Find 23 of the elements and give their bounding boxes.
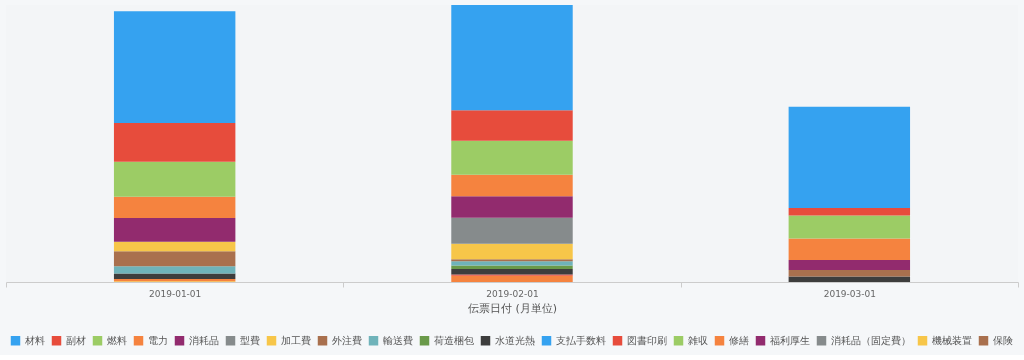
x-tick-label: 2019-03-01 bbox=[823, 288, 876, 299]
x-tick-label: 2019-01-01 bbox=[149, 288, 202, 299]
legend-label: 図書印刷 bbox=[627, 334, 667, 346]
legend-label: 支払手数料 bbox=[556, 334, 606, 346]
legend-label: 機械装置 bbox=[932, 334, 972, 346]
legend-label: 雑収 bbox=[688, 334, 708, 346]
legend-label: 加工費 bbox=[281, 334, 311, 346]
legend-label: 水道光熱 bbox=[495, 334, 535, 346]
legend-label: 保険 bbox=[993, 334, 1013, 346]
legend-label: 型費 bbox=[240, 334, 260, 346]
legend-label: 材料 bbox=[24, 334, 45, 346]
legend-label: 福利厚生 bbox=[770, 334, 810, 346]
legend-label: 副材 bbox=[66, 334, 86, 346]
legend-label: 修繕 bbox=[729, 334, 749, 346]
legend-label: 消耗品 bbox=[189, 334, 219, 346]
x-tick-label: 2019-02-01 bbox=[486, 288, 539, 299]
legend-label: 燃料 bbox=[107, 334, 127, 346]
legend-label: 荷造梱包 bbox=[434, 334, 474, 346]
x-axis-title: 伝票日付 (月単位) bbox=[467, 301, 558, 315]
legend-label: 電力 bbox=[148, 334, 168, 346]
legend-label: 輸送費 bbox=[383, 334, 413, 346]
legend-label: 消耗品（固定費） bbox=[831, 334, 911, 346]
legend-label: 外注費 bbox=[332, 334, 362, 346]
